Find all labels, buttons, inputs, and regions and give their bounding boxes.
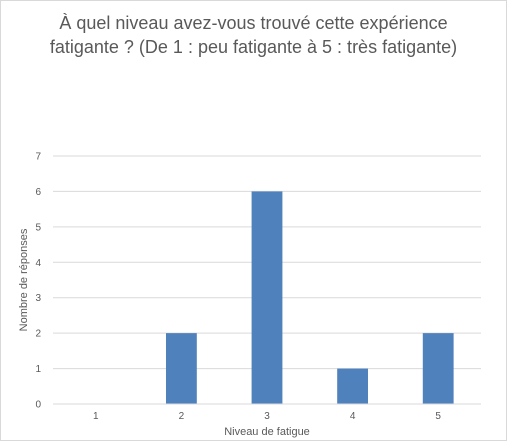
y-tick-label: 4 [35,258,41,269]
chart-title: À quel niveau avez-vous trouvé cette exp… [1,11,506,59]
y-tick-label: 1 [35,364,41,375]
y-axis-title: Nombre de réponses [18,228,30,331]
y-tick-label: 0 [35,400,41,411]
chart-title-line-2: fatigante ? (De 1 : peu fatigante à 5 : … [49,37,458,57]
bar-2 [165,333,197,404]
x-tick-label: 2 [179,411,185,422]
y-tick-label: 5 [35,222,41,233]
bar-4 [337,368,369,404]
bars [165,191,454,404]
bar-3 [251,191,283,404]
y-axis-ticks: 0 1 2 3 4 5 6 7 [35,152,41,411]
y-tick-label: 6 [35,187,41,198]
x-tick-label: 4 [350,411,356,422]
x-tick-label: 5 [435,411,441,422]
bar-5 [422,333,454,404]
x-tick-label: 3 [264,411,270,422]
y-tick-label: 3 [35,293,41,304]
x-axis-ticks: 1 2 3 4 5 [93,411,441,422]
x-tick-label: 1 [93,411,99,422]
chart-title-line-1: À quel niveau avez-vous trouvé cette exp… [59,13,448,33]
y-tick-label: 2 [35,329,41,340]
y-tick-label: 7 [35,152,41,163]
x-axis-title: Niveau de fatigue [224,426,310,438]
